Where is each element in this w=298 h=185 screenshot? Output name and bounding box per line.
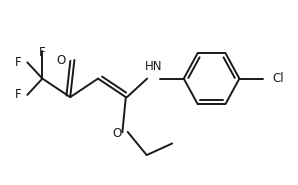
Text: F: F: [15, 88, 21, 101]
Text: F: F: [39, 46, 46, 59]
Text: O: O: [112, 127, 121, 139]
Text: O: O: [56, 54, 66, 67]
Text: F: F: [15, 56, 21, 69]
Text: HN: HN: [145, 60, 162, 73]
Text: Cl: Cl: [272, 72, 284, 85]
